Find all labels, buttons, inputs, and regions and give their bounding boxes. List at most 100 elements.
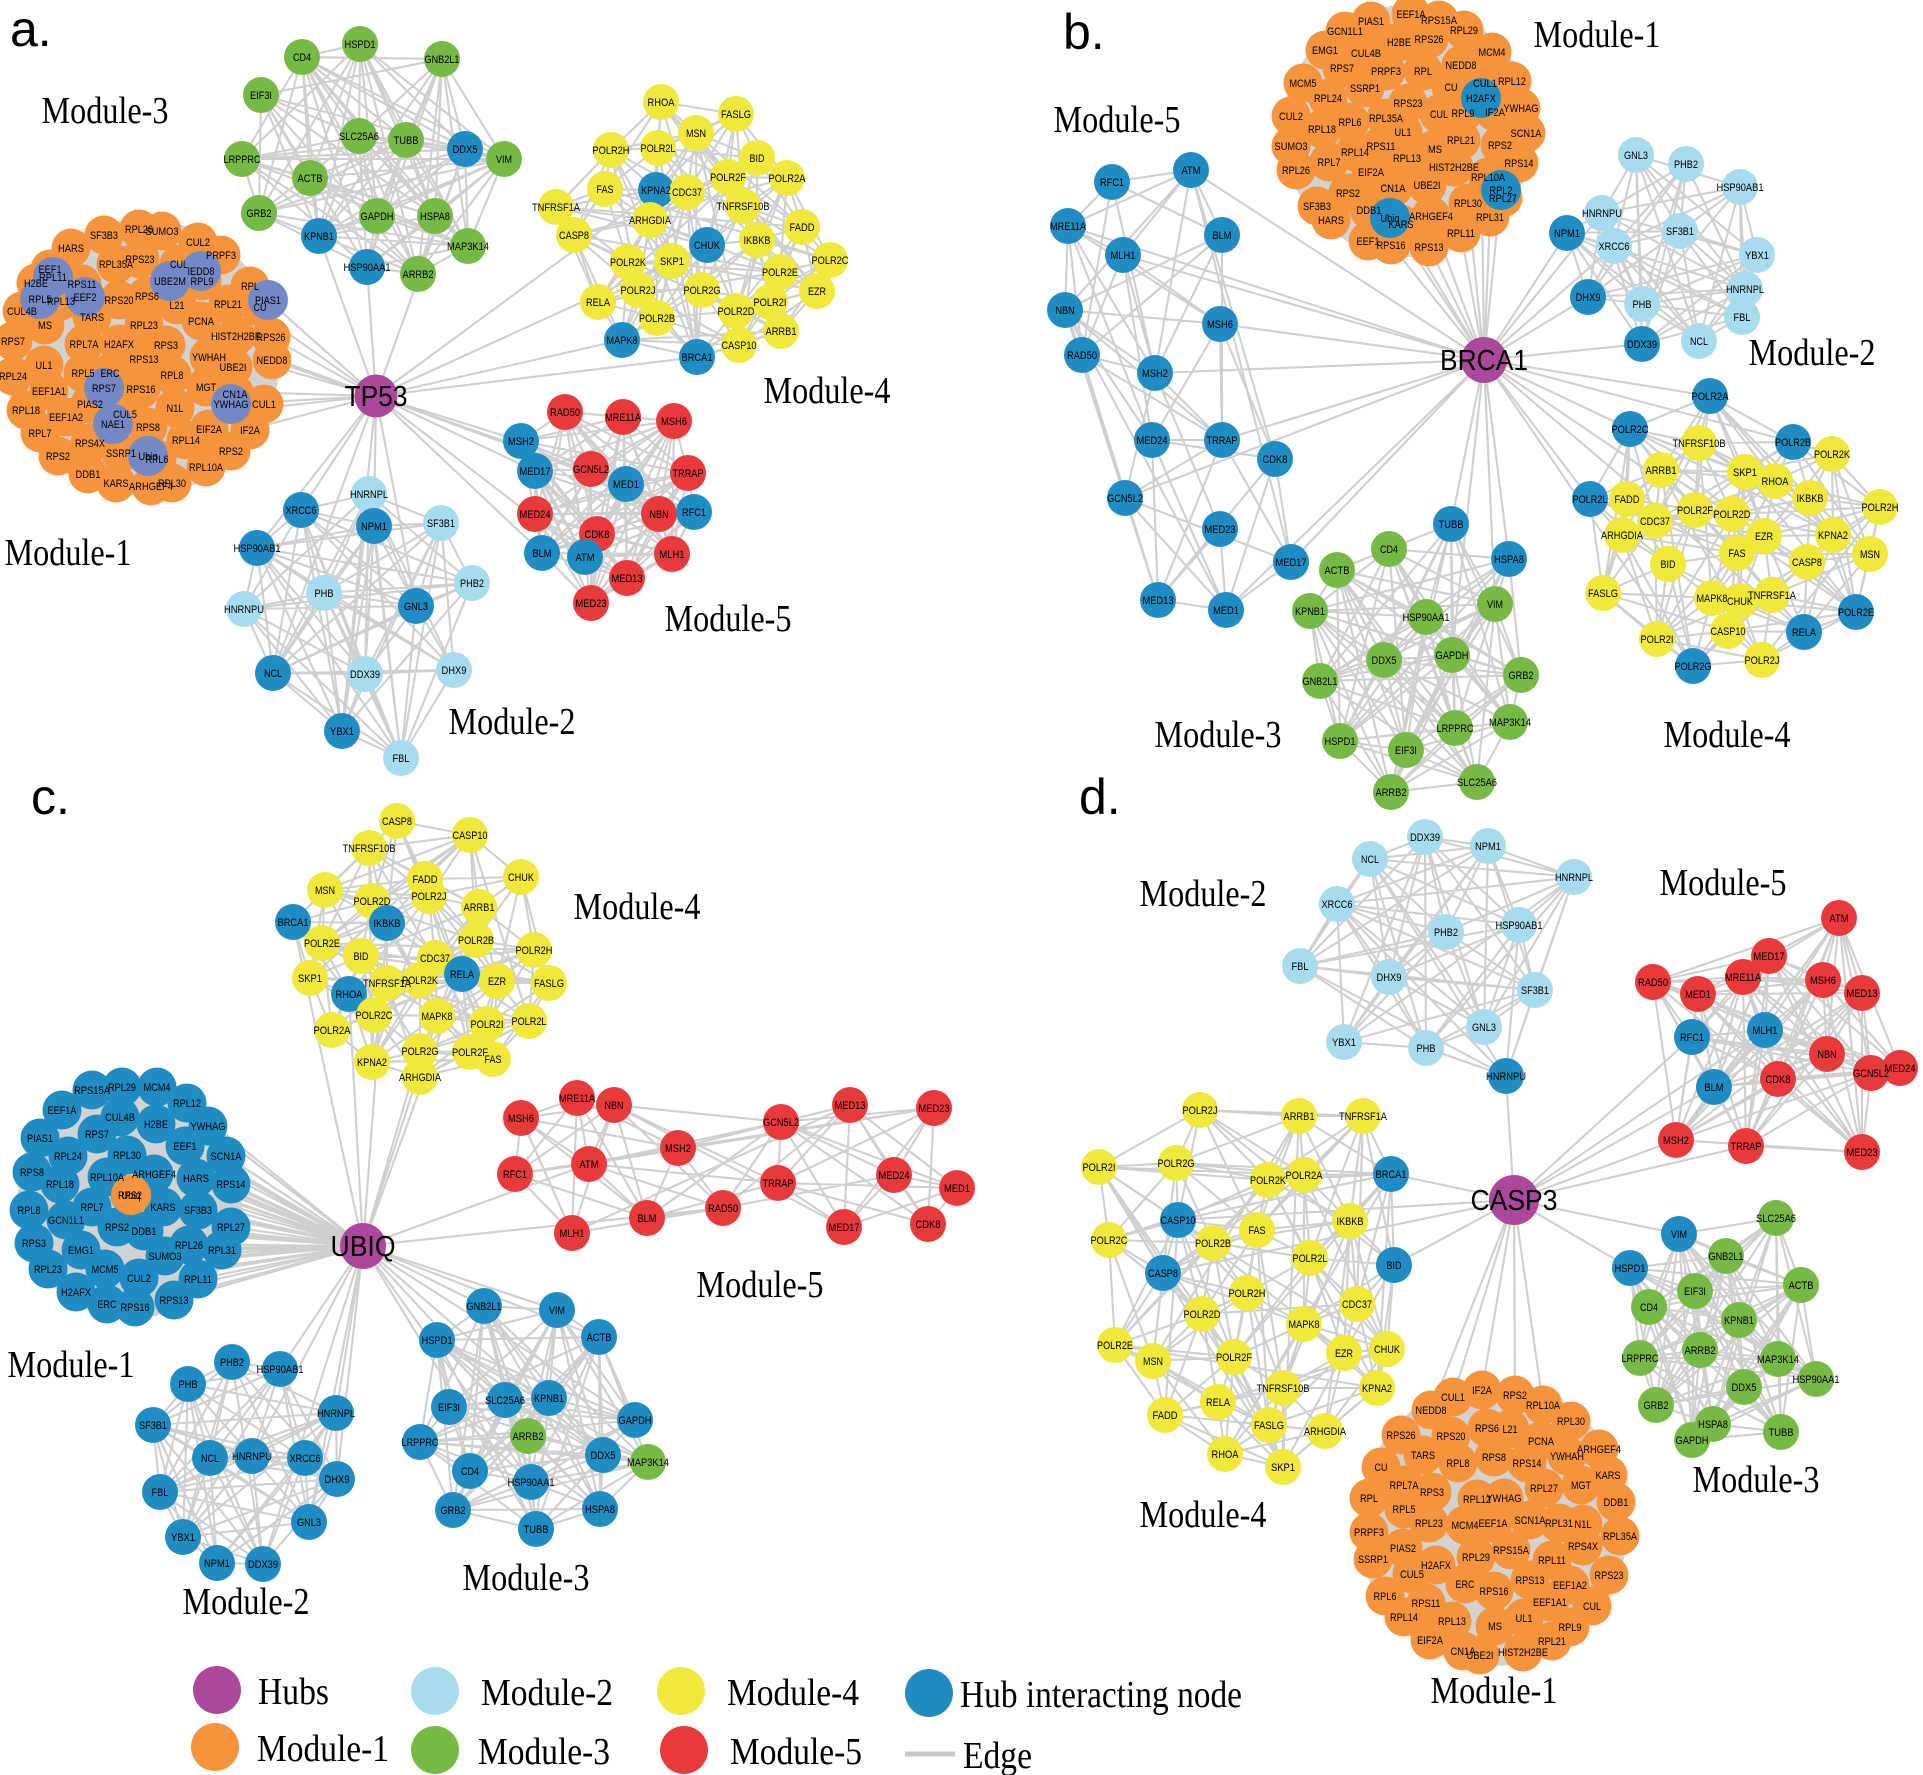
svg-text:RPL6: RPL6 [146, 454, 169, 466]
svg-text:KPNB1: KPNB1 [304, 231, 334, 243]
svg-text:CN1A: CN1A [1451, 1646, 1477, 1658]
svg-text:MS: MS [38, 320, 52, 332]
svg-text:RPL7: RPL7 [29, 428, 52, 440]
svg-text:TP53: TP53 [345, 381, 408, 413]
svg-text:ARRB2: ARRB2 [1376, 787, 1407, 799]
svg-text:POLR2J: POLR2J [621, 285, 656, 297]
svg-text:NPM1: NPM1 [361, 521, 387, 533]
svg-text:MCM4: MCM4 [1479, 47, 1506, 59]
svg-text:UBE2M: UBE2M [154, 276, 186, 288]
svg-text:NPM1: NPM1 [204, 1558, 230, 1570]
svg-text:SUMO3: SUMO3 [1275, 141, 1308, 153]
svg-text:MSH6: MSH6 [661, 416, 687, 428]
svg-text:MRE11A: MRE11A [1725, 972, 1762, 984]
svg-text:YBX1: YBX1 [171, 1532, 195, 1544]
svg-text:RPS23: RPS23 [126, 254, 155, 266]
svg-text:CHUK: CHUK [508, 872, 535, 884]
svg-text:RPL6: RPL6 [1374, 1591, 1397, 1603]
svg-text:SCN1A: SCN1A [1511, 128, 1543, 140]
svg-text:Module-5: Module-5 [1054, 99, 1181, 141]
svg-text:CDC37: CDC37 [1342, 1299, 1372, 1311]
svg-text:CASP8: CASP8 [382, 816, 412, 828]
svg-text:POLR2D: POLR2D [1184, 1309, 1221, 1321]
svg-text:HARS: HARS [1318, 215, 1344, 227]
svg-text:Module-3: Module-3 [478, 1731, 610, 1773]
svg-text:TNFRSF10B: TNFRSF10B [1673, 438, 1726, 450]
svg-text:BRCA1: BRCA1 [1440, 345, 1528, 377]
svg-text:RPL18: RPL18 [12, 405, 40, 417]
svg-text:EEF1A: EEF1A [1479, 1518, 1509, 1530]
svg-text:EZR: EZR [488, 976, 506, 988]
svg-text:MAPK8: MAPK8 [1289, 1319, 1320, 1331]
svg-text:POLR2B: POLR2B [639, 313, 675, 325]
svg-text:MS: MS [1428, 144, 1442, 156]
svg-text:CUL: CUL [1583, 1601, 1601, 1613]
svg-text:POLR2L: POLR2L [1573, 494, 1608, 506]
svg-text:HNRNPL: HNRNPL [350, 489, 388, 501]
svg-text:ACTB: ACTB [1325, 565, 1350, 577]
svg-text:POLR2I: POLR2I [471, 1019, 504, 1031]
svg-text:EIF2A: EIF2A [1417, 1635, 1444, 1647]
svg-text:YWHAG: YWHAG [1487, 1493, 1522, 1505]
svg-text:SUMO3: SUMO3 [149, 1251, 182, 1263]
svg-text:MED17: MED17 [520, 466, 551, 478]
svg-text:RPS15A: RPS15A [74, 1085, 111, 1097]
svg-text:RPS2: RPS2 [46, 451, 70, 463]
svg-text:GCN5L2: GCN5L2 [763, 1117, 799, 1129]
svg-text:KPNB1: KPNB1 [534, 1393, 564, 1405]
svg-text:EEF1A: EEF1A [1397, 9, 1427, 21]
svg-text:HNRNPL: HNRNPL [317, 1408, 355, 1420]
svg-text:RPS14: RPS14 [1513, 1458, 1542, 1470]
svg-text:DDX5: DDX5 [1732, 1382, 1757, 1394]
svg-text:SF3B1: SF3B1 [1521, 985, 1549, 997]
svg-text:RPL8: RPL8 [1447, 1458, 1470, 1470]
svg-text:NPM1: NPM1 [1554, 228, 1580, 240]
svg-text:TRRAP: TRRAP [1207, 435, 1238, 447]
svg-text:MRE11A: MRE11A [605, 412, 642, 424]
svg-text:MAPK8: MAPK8 [422, 1011, 453, 1023]
svg-text:POLR2K: POLR2K [1250, 1175, 1287, 1187]
svg-text:PHB: PHB [315, 588, 334, 600]
svg-text:RPL24: RPL24 [1314, 93, 1342, 105]
svg-text:POLR2G: POLR2G [402, 1046, 439, 1058]
svg-text:Module-1: Module-1 [8, 1344, 135, 1386]
svg-text:DDX39: DDX39 [350, 669, 380, 681]
svg-text:FADD: FADD [790, 222, 815, 234]
svg-text:IF2A: IF2A [1472, 1385, 1493, 1397]
svg-text:RPS2: RPS2 [105, 1222, 129, 1234]
svg-text:VIM: VIM [496, 154, 512, 166]
svg-text:RPL35A: RPL35A [1369, 113, 1404, 125]
svg-text:RPL29: RPL29 [1450, 25, 1478, 37]
svg-text:RPS13: RPS13 [130, 354, 159, 366]
svg-text:GNB2L1: GNB2L1 [1709, 1251, 1744, 1263]
svg-text:Module-4: Module-4 [727, 1672, 859, 1714]
svg-text:POLR2I: POLR2I [1641, 634, 1674, 646]
svg-text:CDC37: CDC37 [1640, 516, 1670, 528]
svg-text:POLR2H: POLR2H [1862, 502, 1899, 514]
svg-text:FAS: FAS [1249, 1225, 1266, 1237]
svg-text:IEDD8: IEDD8 [188, 266, 215, 278]
svg-text:POLR2C: POLR2C [356, 1010, 393, 1022]
svg-text:RPL12: RPL12 [173, 1098, 201, 1110]
svg-text:CDC37: CDC37 [420, 953, 450, 965]
svg-text:CUL1: CUL1 [1441, 1392, 1465, 1404]
svg-text:POLR2D: POLR2D [718, 306, 755, 318]
svg-text:RFC1: RFC1 [682, 507, 706, 519]
svg-text:RPS23: RPS23 [1394, 98, 1423, 110]
svg-text:POLR2B: POLR2B [458, 935, 494, 947]
svg-text:BLM: BLM [1705, 1082, 1724, 1094]
svg-text:GNL3: GNL3 [1624, 150, 1648, 162]
svg-text:RPS6: RPS6 [135, 291, 159, 303]
svg-text:POLR2J: POLR2J [412, 891, 447, 903]
svg-text:RPS15A: RPS15A [1493, 1545, 1530, 1557]
svg-text:BRCA1: BRCA1 [278, 917, 309, 929]
svg-text:DDX5: DDX5 [453, 144, 478, 156]
svg-text:ATM: ATM [580, 1159, 599, 1171]
svg-text:TNFRSF10B: TNFRSF10B [1257, 1383, 1310, 1395]
svg-text:HSP90AB1: HSP90AB1 [257, 1364, 304, 1376]
svg-text:KPNA2: KPNA2 [1362, 1383, 1392, 1395]
svg-text:TNFRSF1A: TNFRSF1A [363, 978, 412, 990]
svg-text:CD4: CD4 [1640, 1302, 1658, 1314]
svg-text:POLR2A: POLR2A [1286, 1170, 1324, 1182]
svg-text:GNB2L1: GNB2L1 [467, 1301, 502, 1313]
